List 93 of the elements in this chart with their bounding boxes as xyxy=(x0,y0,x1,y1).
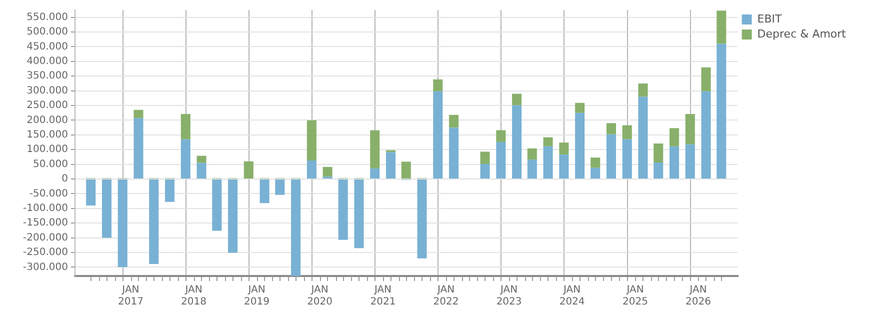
bar xyxy=(590,168,600,179)
bar xyxy=(512,94,522,106)
bar xyxy=(685,144,695,179)
bar xyxy=(701,91,711,179)
bar xyxy=(622,125,632,140)
bar xyxy=(354,180,364,248)
x-tick-label: JAN 2018 xyxy=(181,284,206,308)
legend-label: Deprec & Amort xyxy=(757,27,847,40)
x-tick-label: JAN 2023 xyxy=(496,284,522,308)
bar xyxy=(527,160,537,179)
y-tick-label: 100.000 xyxy=(26,144,68,156)
bar xyxy=(496,130,506,142)
bar xyxy=(638,83,648,97)
x-tick-label: JAN 2024 xyxy=(559,284,585,308)
bar xyxy=(480,164,490,179)
bar xyxy=(180,114,190,140)
bar xyxy=(606,134,616,179)
bar xyxy=(543,146,553,179)
x-tick-label: JAN 2019 xyxy=(244,284,270,308)
bar xyxy=(118,180,128,268)
bar xyxy=(433,91,443,179)
bar xyxy=(496,142,506,179)
y-tick-label: 450.000 xyxy=(26,41,68,52)
bar xyxy=(606,123,616,134)
y-tick-label: 350.000 xyxy=(26,70,68,82)
bar xyxy=(685,114,695,144)
bar xyxy=(670,146,680,179)
bar xyxy=(433,79,443,92)
bar xyxy=(670,128,680,146)
y-tick-label: 200.000 xyxy=(26,114,68,126)
x-tick-label: JAN 2020 xyxy=(307,284,333,308)
bar xyxy=(338,180,348,240)
bar xyxy=(417,180,427,258)
bar xyxy=(180,139,190,179)
bar xyxy=(543,137,553,146)
bar xyxy=(322,166,332,177)
y-tick-label: 500.000 xyxy=(26,26,68,38)
bar xyxy=(196,162,206,179)
bar xyxy=(306,160,316,179)
bar xyxy=(370,130,380,168)
x-tick-label: JAN 2017 xyxy=(118,284,144,308)
bar xyxy=(638,96,648,179)
bar xyxy=(512,105,522,179)
bar xyxy=(701,67,711,92)
legend-label: EBIT xyxy=(757,12,782,26)
bar xyxy=(306,120,316,160)
x-tick-label: JAN 2022 xyxy=(433,284,459,308)
bar xyxy=(480,152,490,164)
bar xyxy=(212,180,222,231)
bar xyxy=(449,128,459,179)
y-tick-label: 400.000 xyxy=(26,56,68,68)
bar xyxy=(275,180,285,195)
y-tick-label: -250.000 xyxy=(22,247,68,258)
bar xyxy=(134,118,144,179)
bar xyxy=(559,154,569,179)
y-tick-label: -100.000 xyxy=(22,202,68,214)
bar xyxy=(716,10,726,44)
y-tick-label: 550.000 xyxy=(26,12,68,23)
x-tick-label: JAN 2021 xyxy=(370,284,396,308)
y-tick-label: -200.000 xyxy=(22,232,68,244)
bar xyxy=(260,180,270,204)
bar xyxy=(86,180,96,206)
bar xyxy=(401,162,411,179)
bar xyxy=(527,148,537,160)
bar xyxy=(654,143,664,163)
bar xyxy=(575,112,585,179)
bar xyxy=(559,142,569,155)
bar xyxy=(590,158,600,168)
bar xyxy=(575,102,585,113)
bar xyxy=(622,139,632,179)
y-tick-label: 300.000 xyxy=(26,85,68,96)
y-tick-label: -300.000 xyxy=(22,262,68,273)
y-tick-label: 250.000 xyxy=(26,100,68,112)
y-tick-label: 150.000 xyxy=(26,130,68,141)
bar xyxy=(102,180,112,238)
x-tick-label: JAN 2025 xyxy=(622,284,648,308)
bar xyxy=(386,152,396,179)
bar xyxy=(370,168,380,179)
y-tick-label: -50.000 xyxy=(29,188,68,200)
bar xyxy=(149,180,159,264)
x-tick-label: JAN 2026 xyxy=(686,284,711,308)
bar xyxy=(196,156,206,163)
bar xyxy=(244,161,254,179)
bar xyxy=(716,44,726,179)
bar xyxy=(228,180,238,253)
y-tick-label: 50.000 xyxy=(32,158,68,170)
bar xyxy=(164,180,175,202)
bar xyxy=(291,180,301,276)
y-tick-label: -150.000 xyxy=(22,218,68,229)
bar xyxy=(654,162,664,179)
bar xyxy=(449,114,459,128)
y-tick-label: 0 xyxy=(62,174,68,185)
bar xyxy=(134,110,144,118)
